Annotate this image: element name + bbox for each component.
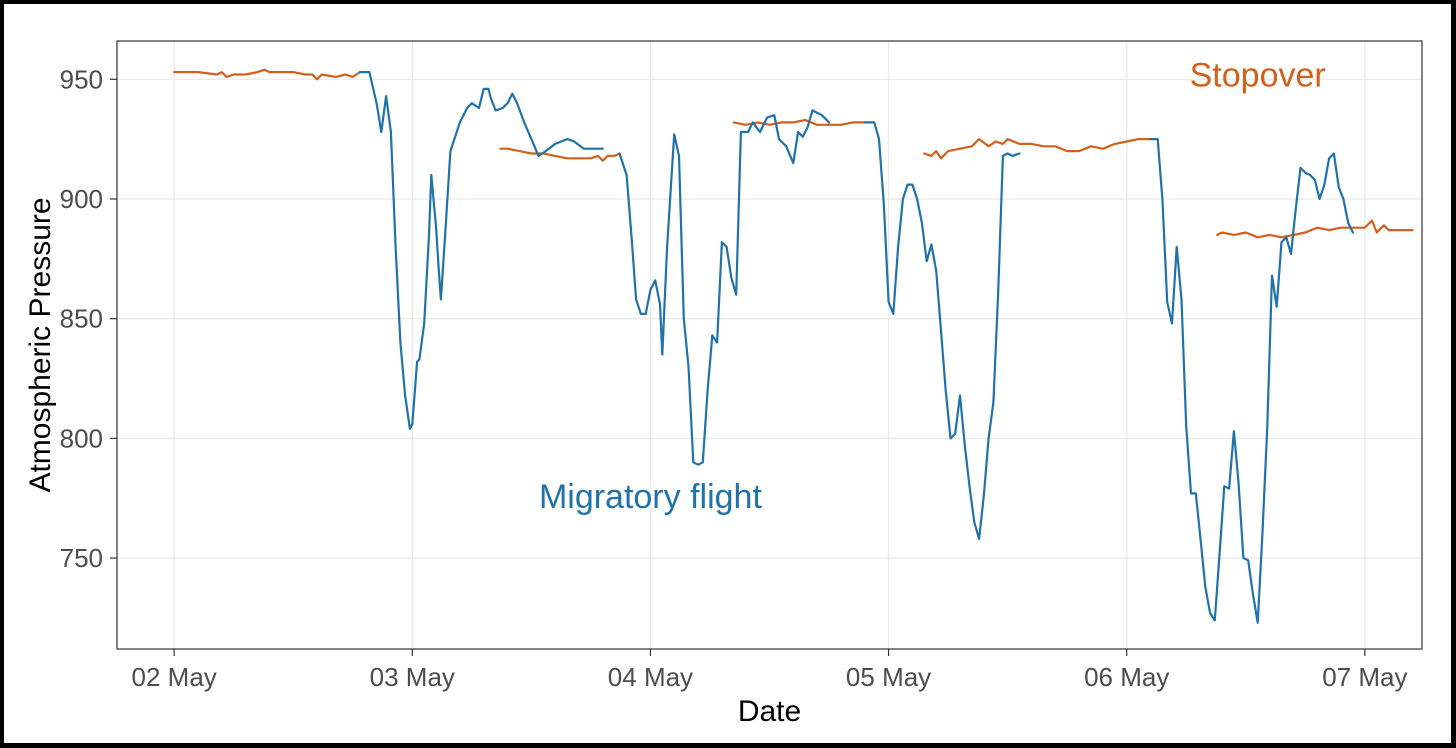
y-tick-label: 800 xyxy=(60,423,103,453)
plot-panel-border xyxy=(116,40,1423,650)
stopover-line xyxy=(1216,219,1414,239)
y-tick-label: 950 xyxy=(60,64,103,94)
y-axis-title: Atmospheric Pressure xyxy=(24,197,57,492)
grid-lines xyxy=(117,41,1422,649)
stopover-line xyxy=(499,147,621,162)
chart-frame: 02 May 03 May 04 May 05 May 06 May 07 May 750 8… xyxy=(4,4,1451,743)
x-tick-label: 07 May xyxy=(1322,662,1407,692)
stopover-line xyxy=(732,118,866,126)
migratory-flight-line xyxy=(863,121,1021,541)
axis-ticks xyxy=(110,78,1366,656)
x-axis-title: Date xyxy=(738,695,801,728)
x-tick-label: 06 May xyxy=(1084,662,1169,692)
x-tick-label: 02 May xyxy=(132,662,217,692)
x-tick-label: 04 May xyxy=(608,662,693,692)
pressure-line-chart: 02 May 03 May 04 May 05 May 06 May 07 May 750 8… xyxy=(24,40,1423,728)
tick-labels: 02 May 03 May 04 May 05 May 06 May 07 May 750 8… xyxy=(60,64,1408,692)
y-tick-label: 850 xyxy=(60,304,103,334)
x-tick-label: 05 May xyxy=(846,662,931,692)
y-tick-label: 900 xyxy=(60,184,103,214)
migratory-flight-line xyxy=(1149,138,1355,624)
migratory-flight-line xyxy=(618,109,831,466)
x-tick-label: 03 May xyxy=(370,662,455,692)
annotation-stopover: Stopover xyxy=(1190,56,1326,94)
series-lines xyxy=(173,68,1414,624)
stopover-line xyxy=(923,138,1152,160)
stopover-line xyxy=(173,68,361,81)
migratory-flight-line xyxy=(358,70,604,430)
y-tick-label: 750 xyxy=(60,543,103,573)
annotation-migratory-flight: Migratory flight xyxy=(539,478,763,516)
